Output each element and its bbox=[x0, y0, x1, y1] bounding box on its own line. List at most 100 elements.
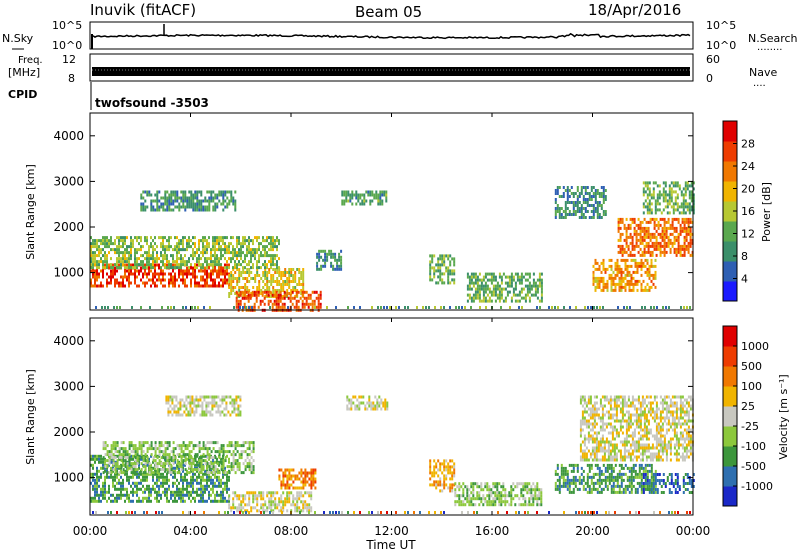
range-gate-cell bbox=[248, 447, 251, 451]
range-gate-cell bbox=[516, 293, 519, 297]
range-gate-cell bbox=[126, 490, 128, 494]
range-gate-cell bbox=[208, 190, 211, 194]
range-gate-cell bbox=[643, 232, 646, 236]
range-gate-cell bbox=[437, 269, 440, 273]
range-gate-cell bbox=[386, 407, 389, 411]
range-gate-cell bbox=[272, 491, 275, 495]
range-gate-cell bbox=[148, 471, 151, 475]
range-gate-cell bbox=[658, 190, 661, 194]
range-gate-cell bbox=[670, 205, 673, 209]
range-gate-cell bbox=[172, 202, 175, 206]
range-gate-cell bbox=[441, 254, 444, 258]
range-gate-cell bbox=[345, 199, 348, 203]
range-gate-cell bbox=[222, 269, 224, 273]
range-gate-cell bbox=[300, 277, 303, 280]
range-gate-cell bbox=[212, 245, 214, 249]
range-gate-cell bbox=[96, 284, 98, 288]
range-gate-cell bbox=[158, 275, 160, 279]
range-gate-cell bbox=[130, 484, 132, 488]
range-gate-cell bbox=[617, 238, 620, 242]
range-gate-cell bbox=[667, 235, 670, 239]
range-gate-cell bbox=[685, 235, 688, 239]
range-gate-cell bbox=[433, 480, 436, 484]
range-gate-cell bbox=[226, 478, 228, 482]
range-gate-cell bbox=[254, 257, 256, 261]
range-gate-cell bbox=[244, 503, 247, 507]
range-gate-cell bbox=[168, 462, 171, 466]
range-gate-cell bbox=[380, 407, 383, 411]
range-gate-cell bbox=[132, 272, 134, 276]
range-gate-cell bbox=[690, 184, 693, 188]
range-gate-cell bbox=[160, 254, 162, 258]
range-gate-cell bbox=[663, 232, 666, 236]
range-gate-cell bbox=[275, 299, 278, 303]
range-gate-cell bbox=[645, 241, 648, 245]
range-gate-cell bbox=[647, 244, 650, 248]
range-gate-cell bbox=[240, 450, 243, 454]
range-gate-cell bbox=[600, 204, 603, 207]
range-gate-cell bbox=[203, 413, 206, 417]
range-gate-cell bbox=[324, 258, 327, 262]
range-gate-cell bbox=[140, 278, 142, 282]
range-gate-cell bbox=[224, 199, 227, 203]
range-gate-cell bbox=[148, 496, 150, 500]
range-gate-cell bbox=[192, 199, 195, 203]
range-gate-cell bbox=[192, 208, 195, 212]
range-gate-cell bbox=[640, 288, 643, 292]
range-gate-cell bbox=[238, 444, 241, 448]
range-gate-cell bbox=[128, 284, 130, 288]
range-gate-cell bbox=[640, 273, 643, 277]
range-gate-cell bbox=[128, 251, 130, 255]
range-gate-cell bbox=[146, 242, 148, 246]
range-gate-cell bbox=[254, 506, 257, 510]
range-gate-cell bbox=[274, 497, 277, 501]
range-gate-cell bbox=[314, 468, 317, 472]
range-gate-cell bbox=[160, 196, 163, 200]
range-gate-cell bbox=[179, 401, 182, 405]
range-gate-cell bbox=[332, 252, 335, 256]
range-gate-cell bbox=[230, 289, 233, 292]
range-gate-cell bbox=[308, 471, 311, 475]
range-gate-cell bbox=[282, 471, 285, 475]
range-gate-cell bbox=[146, 281, 148, 285]
range-gate-cell bbox=[178, 453, 181, 457]
range-gate-cell bbox=[160, 278, 162, 282]
range-gate-cell bbox=[224, 263, 226, 267]
range-gate-cell bbox=[666, 193, 669, 197]
range-gate-cell bbox=[126, 278, 128, 282]
range-gate-cell bbox=[646, 184, 649, 188]
range-gate-cell bbox=[378, 395, 381, 399]
range-gate-cell bbox=[178, 205, 181, 209]
range-gate-cell bbox=[602, 288, 605, 292]
range-gate-cell bbox=[179, 404, 182, 408]
range-gate-cell bbox=[136, 462, 139, 466]
range-gate-cell bbox=[102, 242, 104, 246]
range-gate-cell bbox=[176, 490, 178, 494]
range-gate-cell bbox=[319, 293, 322, 297]
range-gate-cell bbox=[154, 466, 156, 470]
range-gate-cell bbox=[262, 509, 265, 513]
range-gate-cell bbox=[492, 503, 495, 507]
range-gate-cell bbox=[223, 407, 226, 411]
range-gate-cell bbox=[655, 235, 658, 239]
range-gate-cell bbox=[238, 254, 240, 258]
range-gate-cell bbox=[190, 469, 192, 473]
range-gate-cell bbox=[648, 193, 651, 197]
range-gate-cell bbox=[449, 468, 452, 472]
range-gate-cell bbox=[268, 248, 270, 252]
range-gate-cell bbox=[500, 275, 503, 279]
range-gate-cell bbox=[216, 478, 218, 482]
range-gate-cell bbox=[488, 272, 491, 276]
range-gate-cell bbox=[170, 493, 172, 497]
range-gate-cell bbox=[174, 460, 176, 464]
range-gate-cell bbox=[480, 284, 483, 288]
range-gate-cell bbox=[166, 199, 169, 203]
range-gate-cell bbox=[240, 286, 243, 289]
range-gate-cell bbox=[500, 491, 503, 495]
range-gate-cell bbox=[677, 241, 680, 245]
range-gate-cell bbox=[210, 193, 213, 197]
range-gate-cell bbox=[655, 244, 658, 248]
range-gate-cell bbox=[642, 205, 645, 209]
range-gate-cell bbox=[214, 248, 216, 252]
range-gate-cell bbox=[208, 456, 211, 460]
